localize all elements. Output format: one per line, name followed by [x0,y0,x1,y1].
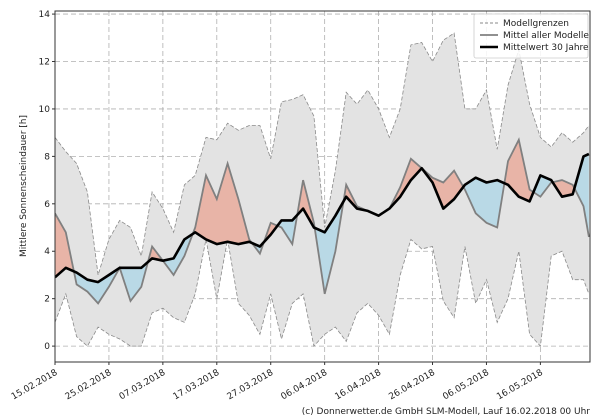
legend: Modellgrenzen Mittel aller Modelle Mitte… [473,13,589,59]
x-tick-label: 06.04.2018 [280,368,330,403]
y-tick-label: 10 [39,105,51,115]
model-upper-bound-line [55,32,590,276]
x-tick-label: 16.05.2018 [495,368,545,403]
plot-frame [54,10,591,363]
y-tick-label: 0 [44,342,50,352]
x-tick-label: 25.02.2018 [64,368,114,403]
y-tick-label: 12 [39,58,50,68]
x-tick-label: 16.04.2018 [333,368,383,403]
legend-label-range: Modellgrenzen [503,19,569,29]
y-tick-label: 8 [44,152,50,162]
x-tick-label: 27.03.2018 [226,368,276,403]
legend-label-climate: Mittelwert 30 Jahre [503,43,589,53]
y-axis-label: Mittlere Sonnenscheindauer [h] [19,115,29,257]
x-tick-label: 17.03.2018 [172,368,222,403]
x-tick-label: 06.05.2018 [441,368,491,403]
x-tick-label: 15.02.2018 [10,368,60,403]
y-tick-label: 6 [44,200,50,210]
y-tick-label: 14 [39,10,51,20]
climate-mean-line [55,152,590,284]
model-range-band [55,33,589,347]
y-axis: 0 2 4 6 8 10 12 14 [39,10,55,352]
x-tick-label: 26.04.2018 [387,368,437,403]
x-axis: 15.02.2018 25.02.2018 07.03.2018 17.03.2018… [10,362,545,402]
y-tick-label: 4 [44,247,50,257]
model-lower-bound-line [55,238,590,348]
x-tick-label: 07.03.2018 [118,368,168,403]
legend-label-mean: Mittel aller Modelle [503,31,589,41]
copyright-footer: (c) Donnerwetter.de GmbH SLM-Modell, Lau… [302,407,591,417]
y-tick-label: 2 [44,295,50,305]
